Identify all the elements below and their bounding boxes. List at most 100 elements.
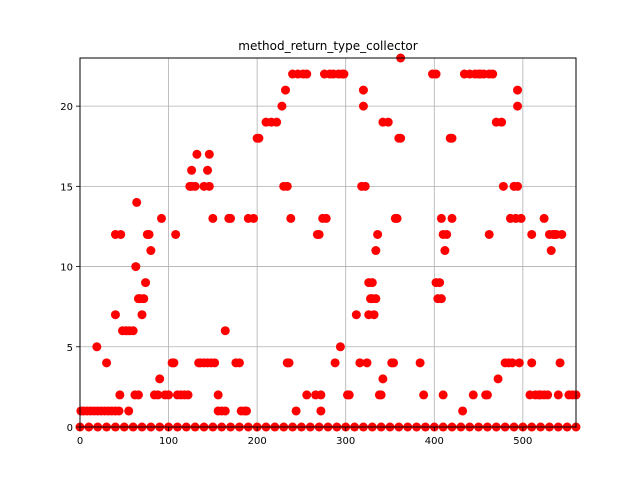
y-tick-label: 0 — [67, 423, 73, 434]
data-point — [557, 229, 567, 239]
data-point — [234, 358, 244, 368]
data-point — [139, 294, 149, 304]
x-tick-label: 200 — [248, 436, 267, 447]
data-point — [383, 117, 393, 127]
data-point — [144, 229, 154, 239]
data-point — [360, 181, 370, 191]
data-point — [468, 390, 478, 400]
data-point — [155, 374, 165, 384]
data-point — [447, 133, 457, 143]
y-tick-label: 10 — [60, 263, 73, 274]
data-point — [204, 181, 214, 191]
data-point — [553, 390, 563, 400]
data-point — [513, 85, 523, 95]
data-point — [302, 390, 312, 400]
data-point — [226, 213, 236, 223]
data-point — [527, 358, 537, 368]
data-point — [358, 101, 368, 111]
data-point — [316, 406, 326, 416]
data-point — [389, 358, 399, 368]
data-point — [415, 358, 425, 368]
data-point — [249, 213, 259, 223]
data-point — [137, 310, 147, 320]
data-point — [484, 229, 494, 239]
data-point — [286, 213, 296, 223]
data-point — [431, 69, 441, 79]
data-point — [141, 278, 151, 288]
data-point — [339, 69, 349, 79]
y-axis: 0 5 10 15 20 — [60, 102, 80, 434]
data-point — [115, 390, 125, 400]
data-point — [488, 69, 498, 79]
data-point — [210, 358, 220, 368]
data-point — [555, 358, 565, 368]
data-point — [124, 406, 134, 416]
data-point — [373, 229, 383, 239]
data-point — [330, 358, 340, 368]
data-point — [254, 133, 264, 143]
data-point — [114, 406, 124, 416]
data-point — [277, 101, 287, 111]
data-point — [132, 197, 142, 207]
data-point — [493, 374, 503, 384]
data-point — [204, 149, 214, 159]
data-point — [362, 358, 372, 368]
data-point — [208, 213, 218, 223]
data-point — [131, 262, 141, 272]
data-point — [355, 358, 365, 368]
data-point — [539, 213, 549, 223]
data-point — [419, 390, 429, 400]
data-point — [396, 133, 406, 143]
data-point — [447, 213, 457, 223]
data-point — [291, 406, 301, 416]
data-point — [116, 229, 126, 239]
data-point — [128, 326, 138, 336]
data-point — [213, 390, 223, 400]
data-point — [192, 149, 202, 159]
data-point — [102, 358, 112, 368]
data-point — [153, 390, 163, 400]
data-point — [156, 213, 166, 223]
x-tick-label: 0 — [77, 436, 83, 447]
data-point — [242, 406, 252, 416]
data-point — [282, 181, 292, 191]
data-point — [335, 342, 345, 352]
data-point — [190, 181, 200, 191]
data-points — [75, 53, 581, 432]
data-point — [546, 246, 556, 256]
data-point — [513, 101, 523, 111]
data-point — [220, 406, 230, 416]
data-point — [171, 229, 181, 239]
data-point — [498, 181, 508, 191]
data-point — [392, 213, 402, 223]
data-point — [280, 85, 290, 95]
data-point — [438, 390, 448, 400]
data-point — [164, 390, 174, 400]
plot-frame — [79, 57, 577, 428]
data-point — [371, 246, 381, 256]
x-tick-label: 400 — [425, 436, 444, 447]
x-tick-label: 100 — [159, 436, 178, 447]
x-tick-label: 300 — [336, 436, 355, 447]
data-point — [92, 342, 102, 352]
data-point — [458, 406, 468, 416]
data-point — [344, 390, 354, 400]
data-point — [321, 213, 331, 223]
data-point — [183, 390, 193, 400]
y-tick-label: 15 — [60, 182, 73, 193]
data-point — [220, 326, 230, 336]
x-axis: 0 100 200 300 400 500 — [77, 427, 532, 447]
data-point — [440, 246, 450, 256]
data-point — [435, 278, 445, 288]
data-point — [272, 117, 282, 127]
data-point — [316, 390, 326, 400]
data-point — [133, 390, 143, 400]
data-point — [436, 213, 446, 223]
data-point — [169, 358, 179, 368]
data-point — [442, 229, 452, 239]
data-point — [284, 358, 294, 368]
data-point — [527, 229, 537, 239]
data-point — [513, 181, 523, 191]
data-point — [371, 294, 381, 304]
